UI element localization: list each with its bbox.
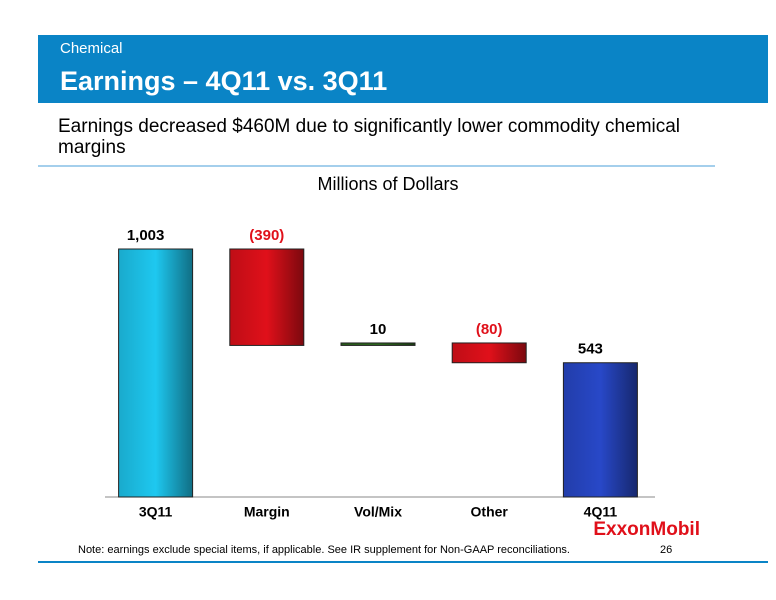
bar	[562, 362, 638, 498]
data-label: 543	[578, 341, 603, 358]
section-label: Chemical	[60, 40, 123, 57]
x-tick-label: Vol/Mix	[354, 504, 402, 520]
header-band	[38, 35, 768, 103]
subtitle: Earnings decreased $460M due to signific…	[58, 116, 681, 158]
data-label: (390)	[249, 227, 284, 244]
footnote: Note: earnings exclude special items, if…	[78, 544, 570, 556]
page-number: 26	[660, 544, 672, 556]
data-label: (80)	[476, 321, 503, 338]
chart-title: Millions of Dollars	[317, 174, 458, 194]
x-tick-label: 4Q11	[584, 504, 618, 520]
data-label: 10	[370, 321, 387, 338]
logo: ExxonMobil	[593, 519, 700, 540]
x-tick-label: 3Q11	[139, 504, 173, 520]
x-tick-label: Other	[471, 504, 509, 520]
bar	[340, 342, 416, 346]
data-label: 1,003	[127, 227, 165, 244]
bar	[118, 248, 194, 498]
slide-title: Earnings – 4Q11 vs. 3Q11	[60, 66, 387, 96]
bar	[229, 248, 305, 346]
bar	[451, 342, 527, 364]
subtitle-box: Earnings decreased $460M due to signific…	[58, 116, 681, 158]
chart: 1,003 3Q11 (390) Margin 10 Vol/Mix (80) Other 54…	[118, 227, 638, 520]
x-tick-label: Margin	[244, 504, 290, 520]
